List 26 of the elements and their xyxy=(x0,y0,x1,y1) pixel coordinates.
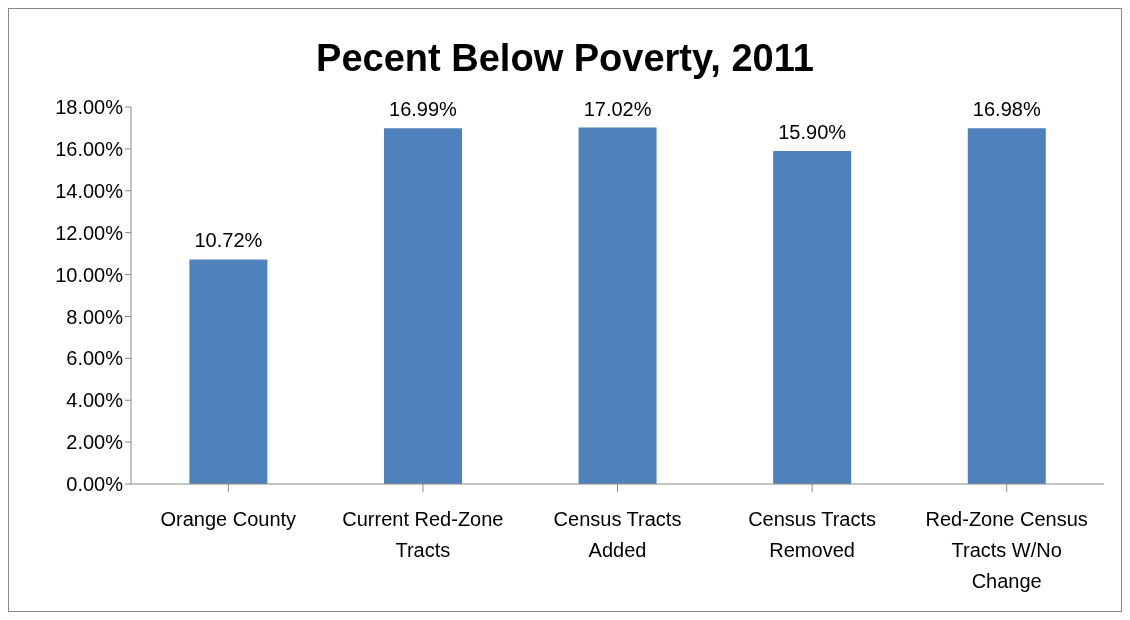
bar xyxy=(383,128,462,484)
bar xyxy=(578,127,657,484)
y-tick-label: 14.00% xyxy=(55,179,124,202)
y-tick-label: 2.00% xyxy=(66,431,124,454)
data-label: 15.90% xyxy=(778,120,847,143)
y-tick-label: 4.00% xyxy=(66,389,124,412)
bar xyxy=(967,128,1046,484)
y-tick-label: 12.00% xyxy=(55,221,124,244)
bar xyxy=(189,259,268,484)
data-label: 10.72% xyxy=(194,229,263,252)
y-tick-label: 0.00% xyxy=(66,473,124,496)
x-tick-label: Current Red-Zone Tracts xyxy=(342,508,504,561)
data-label: 17.02% xyxy=(583,97,652,120)
x-tick-label: Census Tracts Added xyxy=(553,508,682,561)
y-tick-label: 18.00% xyxy=(55,96,124,119)
y-tick-label: 8.00% xyxy=(66,305,124,328)
data-label: 16.99% xyxy=(389,98,458,121)
y-tick-label: 10.00% xyxy=(55,263,124,286)
x-tick-label: Census Tracts Removed xyxy=(748,508,877,561)
bar xyxy=(773,150,852,484)
chart-title: Pecent Below Poverty, 2011 xyxy=(315,36,815,81)
y-tick-label: 6.00% xyxy=(66,347,124,370)
x-tick-label: Red-Zone Census Tracts W/No Change xyxy=(925,508,1088,592)
x-tick-label: Orange County xyxy=(160,508,297,530)
data-label: 16.98% xyxy=(972,98,1041,121)
y-tick-label: 16.00% xyxy=(55,137,124,160)
